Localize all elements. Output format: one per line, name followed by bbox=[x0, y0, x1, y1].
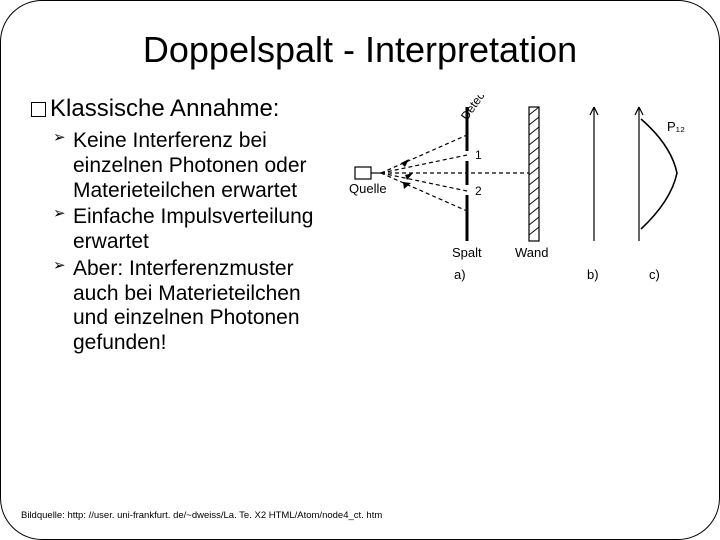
box-bullet-icon bbox=[31, 102, 46, 117]
b-label: b) bbox=[587, 267, 599, 282]
source-box-icon bbox=[355, 167, 371, 179]
section-heading: Klassische Annahme: bbox=[31, 95, 341, 123]
left-column: Klassische Annahme: Keine Interferenz be… bbox=[31, 95, 341, 358]
arrowheads-icon bbox=[401, 159, 413, 189]
bullet-list: Keine Interferenz bei einzelnen Photonen… bbox=[31, 129, 341, 356]
c-label: c) bbox=[649, 267, 660, 282]
heading-text: Klassische Annahme: bbox=[50, 95, 279, 122]
image-source-line: Bildquelle: http: //user. uni-frankfurt.… bbox=[21, 510, 382, 521]
double-slit-diagram: 1 2 Detector bbox=[349, 95, 689, 285]
wall-icon bbox=[529, 107, 539, 241]
rays-icon bbox=[381, 135, 467, 211]
p12-label: P₁₂ bbox=[667, 119, 685, 134]
slit-label: Spalt bbox=[452, 245, 482, 260]
bullet-item: Keine Interferenz bei einzelnen Photonen… bbox=[57, 129, 341, 203]
slit2-label: 2 bbox=[475, 184, 482, 198]
slide-title: Doppelspalt - Interpretation bbox=[31, 29, 689, 71]
slit1-label: 1 bbox=[475, 148, 482, 162]
detector-label: Detector bbox=[458, 95, 495, 123]
wall-label: Wand bbox=[515, 245, 548, 260]
source-label: Quelle bbox=[349, 181, 387, 196]
right-column: 1 2 Detector bbox=[349, 95, 689, 358]
bullet-item: Einfache Impulsverteilung erwartet bbox=[57, 205, 341, 255]
bullet-item: Aber: Interferenzmuster auch bei Materie… bbox=[57, 257, 341, 356]
a-label: a) bbox=[454, 267, 466, 282]
content-row: Klassische Annahme: Keine Interferenz be… bbox=[31, 95, 689, 358]
p12-curve-icon bbox=[641, 119, 677, 229]
